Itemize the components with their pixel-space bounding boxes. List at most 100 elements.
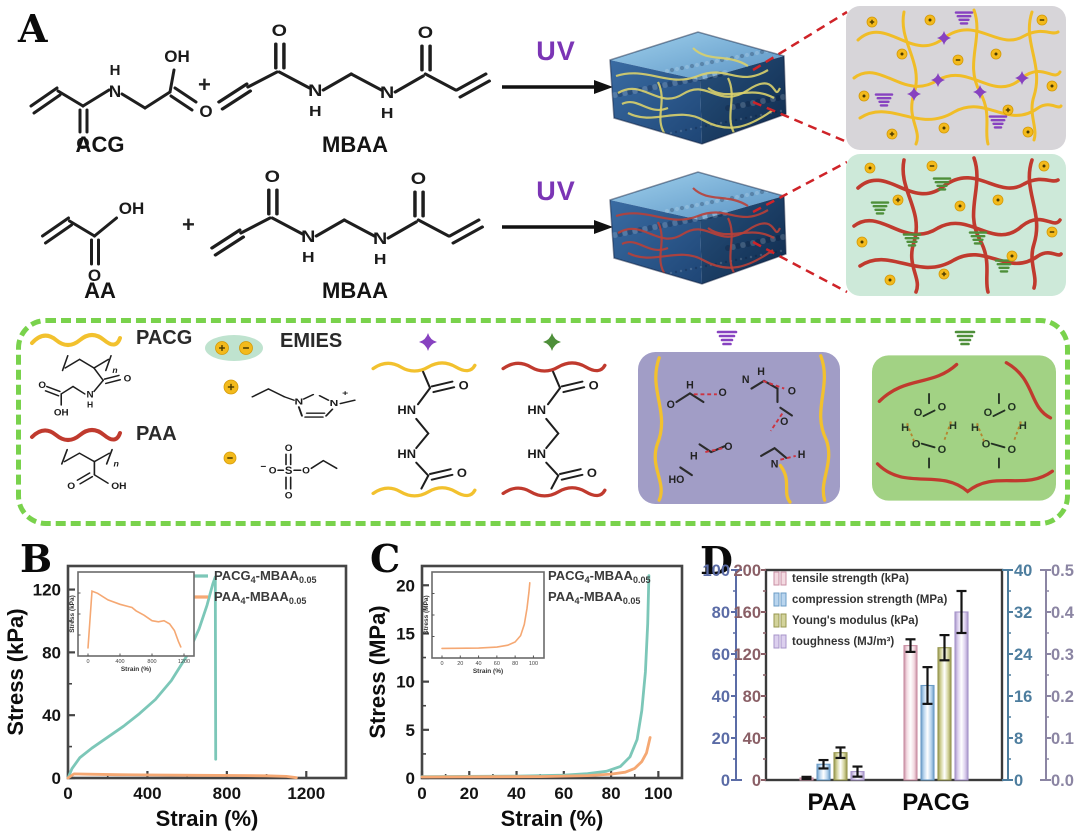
svg-text:Stress (MPa): Stress (MPa) [423,595,430,634]
svg-text:O: O [719,387,727,399]
svg-text:O: O [67,482,75,492]
svg-text:n: n [113,459,118,468]
svg-text:60: 60 [554,784,573,803]
svg-text:O: O [88,266,101,285]
svg-text:O: O [587,467,597,481]
svg-text:0.1: 0.1 [1051,730,1074,748]
svg-text:200: 200 [733,562,761,580]
svg-text:O: O [1008,402,1017,414]
panel-b-letter: B [20,536,53,581]
svg-text:O: O [914,407,923,419]
emies-ion-pair-icon [205,335,263,361]
svg-text:40: 40 [507,784,526,803]
svg-text:n: n [112,366,117,375]
svg-text:O: O [724,441,732,453]
paa-chain-swatch [30,428,122,442]
svg-text:OH: OH [54,408,69,419]
svg-text:0: 0 [440,661,443,667]
svg-text:O: O [124,374,132,385]
svg-text:H: H [1019,420,1027,432]
svg-text:0.2: 0.2 [1051,688,1074,706]
svg-text:O: O [667,399,675,411]
svg-text:0: 0 [1014,772,1023,790]
svg-text:O: O [302,466,310,477]
svg-text:H: H [686,380,694,392]
svg-text:PACG4-MBAA0.05: PACG4-MBAA0.05 [548,568,650,585]
svg-text:400: 400 [133,784,161,803]
plus-sign-1: + [198,72,211,97]
svg-text:HN: HN [397,447,416,461]
svg-text:PACG: PACG [902,789,970,816]
svg-text:O: O [269,466,277,477]
svg-text:N: N [308,80,322,99]
panel-c-chart: 0 20 40 60 80 100 0 5 10 15 20 PACG4-MBAA0.05 PAA4-M… [368,564,684,831]
emim-cation-structure: N N + [251,388,356,418]
svg-text:0: 0 [86,659,89,665]
svg-text:O: O [938,444,947,456]
svg-text:HN: HN [527,403,546,417]
svg-text:Strain (%): Strain (%) [501,806,604,831]
svg-text:O: O [76,134,89,152]
svg-text:+: + [342,389,348,397]
aa-label: AA [84,278,116,303]
svg-text:H: H [87,401,93,410]
svg-text:OH: OH [111,482,126,492]
svg-text:15: 15 [396,624,415,643]
svg-text:toughness (MJ/m³): toughness (MJ/m³) [792,636,894,648]
svg-text:N: N [771,458,779,470]
emies-label: EMIES [280,330,343,352]
svg-text:40: 40 [476,661,482,667]
svg-text:0.0: 0.0 [1051,772,1074,790]
panel-c-letter: C [370,536,401,581]
cation-icon [223,379,239,395]
svg-text:Strain (%): Strain (%) [121,666,151,673]
svg-text:40: 40 [42,706,61,725]
svg-text:60: 60 [712,646,730,664]
svg-text:O: O [780,416,788,428]
svg-text:N: N [109,82,121,101]
mbaa-structure-1: O NH NH O [217,20,491,122]
svg-text:N: N [373,228,387,247]
svg-text:8: 8 [1014,730,1023,748]
svg-text:0: 0 [406,769,415,788]
svg-text:40: 40 [1014,562,1032,580]
svg-text:H: H [110,62,121,79]
svg-text:PACG4-MBAA0.05: PACG4-MBAA0.05 [214,568,316,585]
uv-label-2: UV [536,176,576,206]
legend-box [16,318,1070,526]
pacg-chain-swatch [30,333,122,347]
paa-hbond-symbol [954,330,976,346]
svg-text:tensile strength (kPa): tensile strength (kPa) [792,573,909,585]
paa-structure: n O OH [60,448,127,492]
svg-text:PAA: PAA [808,789,857,816]
svg-text:H: H [381,105,394,122]
paa-hbond-box: O OH OOH O OH OOH [872,355,1056,501]
svg-text:32: 32 [1014,604,1032,622]
svg-text:O: O [982,438,991,450]
svg-text:O: O [199,102,212,121]
svg-text:80: 80 [743,688,761,706]
svg-text:Young's modulus (kPa): Young's modulus (kPa) [792,615,919,627]
svg-text:100: 100 [702,562,730,580]
acg-structure: O NH O OH [29,47,213,152]
plus-sign-2: + [182,212,195,237]
svg-text:0.3: 0.3 [1051,646,1074,664]
svg-text:N: N [742,374,750,386]
svg-text:400: 400 [115,659,124,665]
svg-text:10: 10 [396,673,415,692]
paa-label: PAA [136,423,177,445]
svg-text:O: O [459,379,469,393]
svg-text:120: 120 [733,646,761,664]
svg-text:20: 20 [712,730,730,748]
svg-text:20: 20 [396,576,415,595]
svg-text:100: 100 [529,661,538,667]
svg-text:H: H [309,103,322,120]
svg-text:80: 80 [512,661,518,667]
svg-text:OH: OH [164,47,190,66]
svg-text:24: 24 [1014,646,1033,664]
svg-text:H: H [949,420,957,432]
hydrogel-block-pacg [609,31,787,145]
hydrogel-block-paa [609,171,787,285]
